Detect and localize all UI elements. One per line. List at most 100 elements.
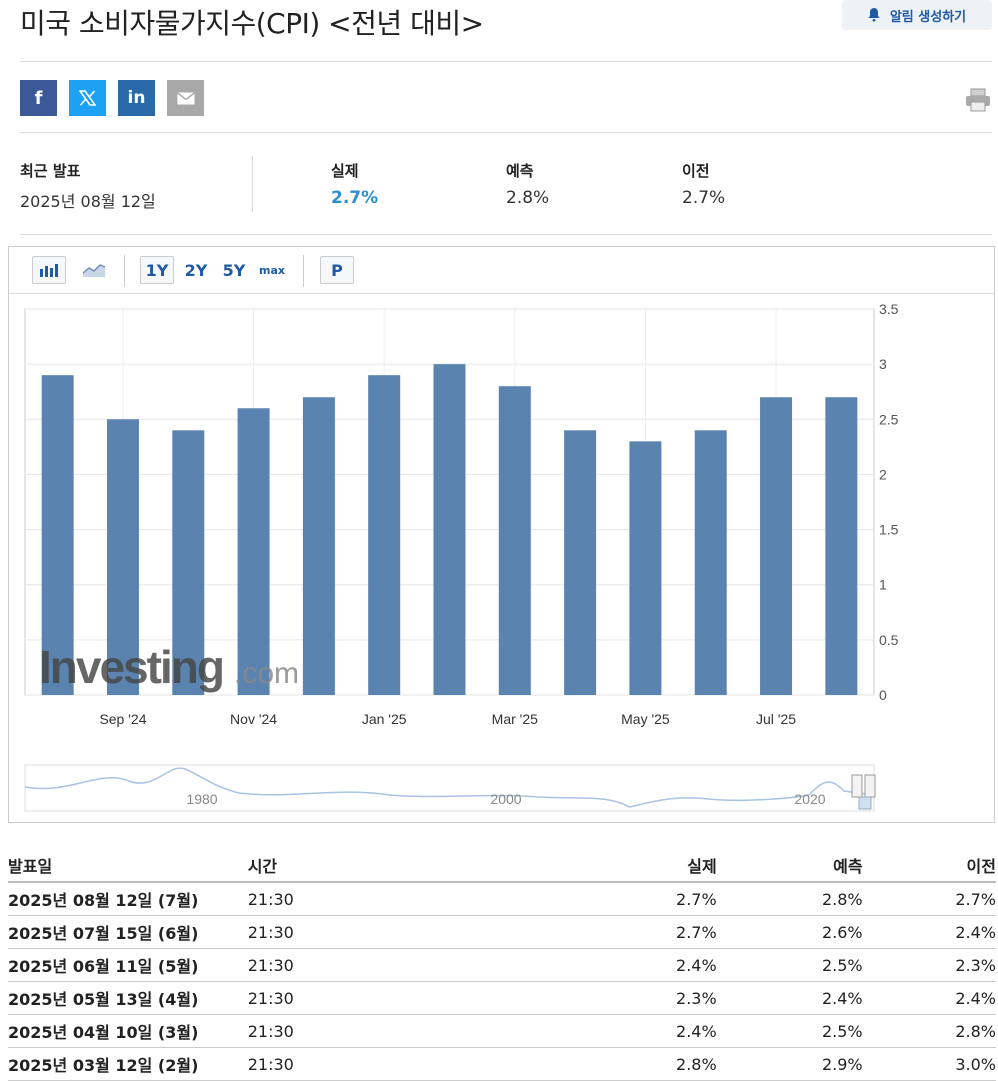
p-button[interactable]: P (320, 256, 354, 284)
chart-panel: 1Y 2Y 5Y max P Investing .com 0 0.5 1 1.5 2 2… (8, 246, 995, 823)
range-5y-button[interactable]: 5Y (222, 260, 246, 280)
facebook-icon[interactable]: f (20, 80, 57, 116)
table-row: 2025년 05월 13일 (4월) 21:30 2.3% 2.4% 2.4% (8, 981, 996, 1015)
area-chart-icon (82, 264, 106, 277)
y-tick-label: 1.5 (879, 522, 899, 538)
y-tick-label: 1 (879, 577, 887, 593)
navigator-selection (858, 796, 872, 810)
navigator-year-label: 1980 (186, 791, 217, 807)
print-icon[interactable] (965, 88, 991, 112)
chart-bar (368, 375, 401, 695)
cell-previous: 2.4% (862, 915, 996, 949)
cell-time: 21:30 (247, 882, 509, 916)
x-axis: Sep '24 Nov '24 Jan '25 Mar '25 May '25 Jul '… (99, 711, 796, 727)
cell-forecast: 2.5% (716, 948, 863, 982)
chart-bar (237, 408, 270, 695)
col-header-actual[interactable]: 실제 (508, 848, 717, 883)
divider (303, 255, 304, 287)
previous-value: 2.7% (682, 188, 726, 208)
navigator-series-line (24, 767, 875, 808)
cell-actual: 2.4% (508, 1014, 717, 1048)
range-2y-button[interactable]: 2Y (184, 260, 208, 280)
y-tick-label: 3 (879, 356, 887, 372)
cell-previous: 2.8% (862, 1014, 996, 1048)
chart-bar (760, 397, 793, 695)
navigator-handle[interactable] (851, 774, 876, 810)
cell-previous: 2.3% (862, 948, 996, 982)
latest-release-summary: 최근 발표 2025년 08월 12일 실제 2.7% 예측 2.8% 이전 2… (20, 156, 992, 216)
table-row: 2025년 04월 10일 (3월) 21:30 2.4% 2.5% 2.8% (8, 1014, 996, 1048)
cell-actual: 2.4% (508, 948, 717, 982)
cell-forecast: 2.9% (716, 1047, 863, 1081)
create-alert-button[interactable]: 알림 생성하기 (842, 0, 992, 30)
latest-release-label: 최근 발표 (20, 162, 81, 180)
cell-actual: 2.7% (508, 915, 717, 949)
bar-chart-icon (40, 264, 58, 277)
bar-chart-toggle[interactable] (32, 256, 66, 284)
chart-bars (41, 364, 858, 695)
linkedin-icon[interactable]: in (118, 80, 155, 116)
email-icon[interactable] (167, 80, 204, 116)
latest-release-date: 2025년 08월 12일 (20, 192, 156, 211)
actual-value: 2.7% (331, 188, 379, 208)
table-row: 2025년 06월 11일 (5월) 21:30 2.4% 2.5% 2.3% (8, 948, 996, 982)
bell-icon (868, 8, 880, 22)
chart-bar (825, 397, 858, 695)
actual-label: 실제 (331, 162, 359, 180)
cell-forecast: 2.4% (716, 981, 863, 1015)
page-title: 미국 소비자물가지수(CPI) <전년 대비> (20, 7, 484, 40)
navigator-year-label: 2000 (490, 791, 521, 807)
y-tick-label: 0.5 (879, 632, 899, 648)
navigator-frame (24, 764, 875, 812)
forecast-label: 예측 (506, 162, 534, 180)
y-tick-label: 2.5 (879, 411, 899, 427)
cell-date: 2025년 05월 13일 (4월) (8, 981, 248, 1015)
col-header-date[interactable]: 발표일 (8, 848, 248, 883)
chart-bar (302, 397, 335, 695)
navigator-year-label: 2020 (794, 791, 825, 807)
chart-toolbar: 1Y 2Y 5Y max P (9, 247, 994, 294)
y-axis: 0 0.5 1 1.5 2 2.5 3 3.5 (879, 301, 899, 703)
chart-bar (694, 430, 727, 695)
chart-bar (629, 441, 662, 695)
cell-time: 21:30 (247, 981, 509, 1015)
share-bar: f in (20, 80, 204, 116)
watermark-com: .com (234, 657, 299, 690)
cell-date: 2025년 04월 10일 (3월) (8, 1014, 248, 1048)
cell-time: 21:30 (247, 915, 509, 949)
col-header-forecast[interactable]: 예측 (716, 848, 863, 883)
chart-bar (106, 419, 139, 695)
investing-watermark: Investing .com (39, 641, 299, 693)
watermark-investing: Investing (39, 641, 223, 693)
cell-forecast: 2.5% (716, 1014, 863, 1048)
range-1y-button[interactable]: 1Y (140, 256, 174, 284)
navigator-handle-right (864, 774, 876, 798)
cell-previous: 2.4% (862, 981, 996, 1015)
forecast-value: 2.8% (506, 188, 550, 208)
line-chart-toggle[interactable] (77, 256, 111, 284)
y-tick-label: 2 (879, 466, 887, 482)
cell-actual: 2.8% (508, 1047, 717, 1081)
cell-previous: 3.0% (862, 1047, 996, 1081)
x-twitter-icon[interactable] (69, 80, 106, 116)
cell-date: 2025년 03월 12일 (2월) (8, 1047, 248, 1081)
chart-bar (433, 364, 466, 695)
divider (20, 61, 992, 62)
cell-date: 2025년 06월 11일 (5월) (8, 948, 248, 982)
cell-date: 2025년 07월 15일 (6월) (8, 915, 248, 949)
chart-bar (172, 430, 205, 695)
x-tick-label: Jul '25 (756, 711, 796, 727)
range-max-button[interactable]: max (259, 263, 285, 277)
x-tick-label: May '25 (621, 711, 670, 727)
cell-actual: 2.3% (508, 981, 717, 1015)
divider (20, 234, 992, 235)
chart-bar (564, 430, 597, 695)
table-row: 2025년 08월 12일 (7월) 21:30 2.7% 2.8% 2.7% (8, 882, 996, 916)
table-row: 2025년 07월 15일 (6월) 21:30 2.7% 2.6% 2.4% (8, 915, 996, 949)
chart-bar (498, 386, 531, 695)
col-header-time[interactable]: 시간 (247, 848, 509, 883)
col-header-previous[interactable]: 이전 (862, 848, 996, 883)
x-tick-label: Sep '24 (99, 711, 146, 727)
cell-date: 2025년 08월 12일 (7월) (8, 882, 248, 916)
cell-time: 21:30 (247, 948, 509, 982)
